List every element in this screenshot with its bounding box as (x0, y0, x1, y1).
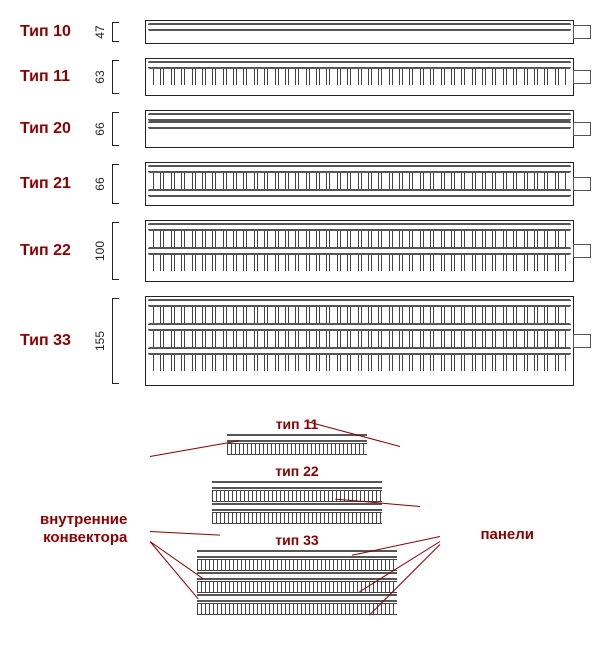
mini-radiator-cross-section (197, 550, 397, 615)
radiator-cross-section (145, 162, 574, 206)
radiator-row: Тип 2166 (20, 162, 574, 206)
radiator-panel (212, 481, 382, 489)
radiator-panel (148, 223, 571, 231)
radiator-panel (197, 572, 397, 580)
radiator-type-label: Тип 33 (20, 332, 90, 350)
radiator-types-diagram: Тип 1047Тип 1163Тип 2066Тип 2166Тип 2210… (20, 20, 574, 386)
pipe-connector-icon (573, 334, 591, 348)
bottom-radiator-item: тип 11 (227, 416, 367, 455)
convector-fins (148, 255, 571, 271)
radiator-cross-section (145, 20, 574, 44)
convector-fins (148, 231, 571, 247)
depth-dimension: 63 (93, 67, 107, 87)
convector-fins (197, 559, 397, 571)
radiator-panel (148, 121, 571, 129)
radiator-row: Тип 22100 (20, 220, 574, 282)
radiator-cross-section (145, 220, 574, 282)
radiator-row: Тип 1163 (20, 58, 574, 96)
pipe-connector-icon (573, 25, 591, 39)
radiator-panel (148, 165, 571, 173)
radiator-type-label: Тип 10 (20, 23, 90, 41)
mini-radiator-cross-section (212, 481, 382, 524)
radiator-cross-section (145, 110, 574, 148)
bottom-type-label: тип 11 (227, 416, 367, 432)
mini-radiator-cross-section (227, 434, 367, 455)
radiator-panel (148, 61, 571, 69)
pipe-connector-icon (573, 70, 591, 84)
radiator-cross-section (145, 58, 574, 96)
depth-dimension: 100 (93, 241, 107, 261)
radiator-panel (148, 347, 571, 355)
radiator-panel (148, 113, 571, 121)
convector-fins (148, 307, 571, 323)
radiator-type-label: Тип 21 (20, 175, 90, 193)
radiator-panel (148, 247, 571, 255)
convectors-label: внутренние конвектора (40, 511, 127, 547)
radiator-type-label: Тип 11 (20, 68, 90, 86)
convector-fins (148, 69, 571, 85)
radiator-row: Тип 33155 (20, 296, 574, 386)
convector-fins (148, 355, 571, 371)
radiator-cross-section (145, 296, 574, 386)
bottom-type-label: тип 33 (197, 532, 397, 548)
convector-fins (148, 331, 571, 347)
radiator-panel (148, 299, 571, 307)
radiator-panel (148, 23, 571, 31)
panels-label: панели (480, 526, 534, 544)
radiator-panel (148, 189, 571, 197)
bottom-comparison-diagram: внутренние конвектора панели тип 11 тип 2… (20, 416, 574, 615)
bottom-radiator-item: тип 22 (212, 463, 382, 524)
bottom-radiator-item: тип 33 (197, 532, 397, 615)
pipe-connector-icon (573, 122, 591, 136)
depth-dimension: 66 (93, 174, 107, 194)
radiator-panel (197, 594, 397, 602)
radiator-panel (148, 323, 571, 331)
radiator-type-label: Тип 20 (20, 120, 90, 138)
convector-fins (197, 603, 397, 615)
convector-fins (148, 173, 571, 189)
radiator-panel (227, 434, 367, 442)
convector-fins (227, 443, 367, 455)
depth-dimension: 155 (93, 331, 107, 351)
pipe-connector-icon (573, 177, 591, 191)
radiator-panel (212, 503, 382, 511)
convector-fins (212, 512, 382, 524)
depth-dimension: 47 (93, 22, 107, 42)
pipe-connector-icon (573, 244, 591, 258)
radiator-row: Тип 2066 (20, 110, 574, 148)
radiator-row: Тип 1047 (20, 20, 574, 44)
radiator-type-label: Тип 22 (20, 242, 90, 260)
depth-dimension: 66 (93, 119, 107, 139)
bottom-type-label: тип 22 (212, 463, 382, 479)
